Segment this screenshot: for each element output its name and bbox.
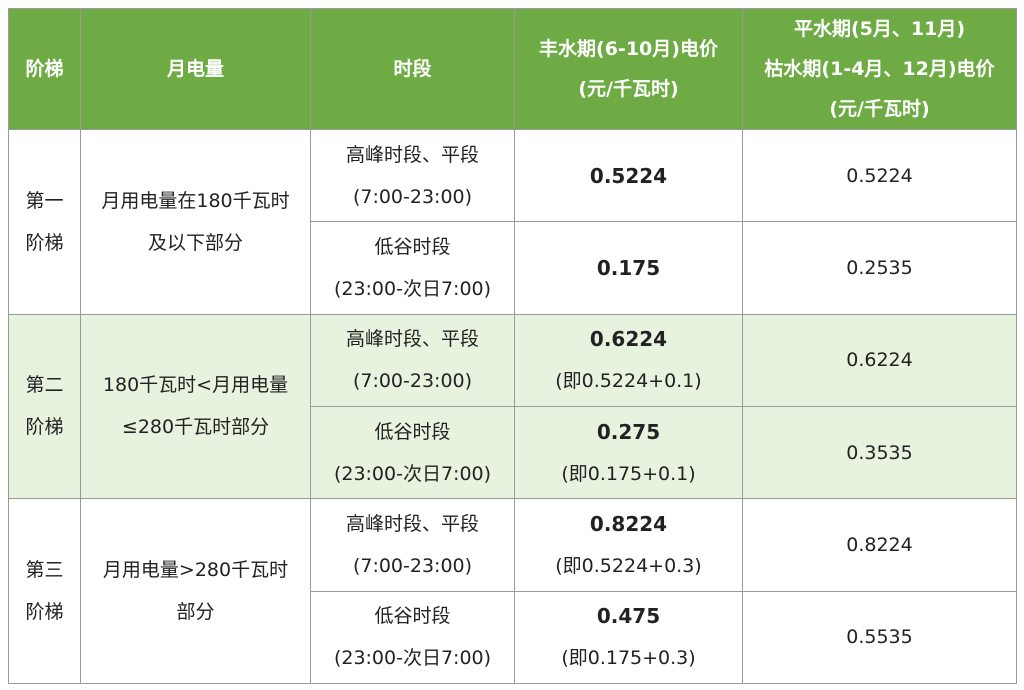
- table-row: 第二 阶梯 180千瓦时<月用电量 ≤280千瓦时部分 高峰时段、平段 (7:0…: [8, 313, 1017, 500]
- wet-price-cell: 0.8224 (即0.5224+0.3): [514, 498, 743, 592]
- other-price-cell: 0.8224: [742, 498, 1017, 592]
- wet-price-value: 0.8224: [589, 511, 668, 536]
- period-name: 低谷时段: [374, 235, 451, 258]
- period-cell: 高峰时段、平段 (7:00-23:00): [310, 128, 515, 223]
- wet-price-formula: (即0.5224+0.3): [555, 554, 702, 577]
- period-hours: (23:00-次日7:00): [333, 277, 492, 300]
- tier-name-line: 阶梯: [25, 231, 64, 254]
- header-wet-season-price: 丰水期(6-10月)电价 (元/千瓦时): [514, 8, 743, 130]
- tier-usage-line: 月用电量在180千瓦时: [101, 189, 290, 212]
- period-hours: (7:00-23:00): [352, 185, 473, 208]
- period-cell: 低谷时段 (23:00-次日7:00): [310, 221, 515, 315]
- tier-name-cell: 第三 阶梯: [8, 498, 81, 684]
- tier-name-line: 第二: [25, 374, 64, 397]
- other-price-cell: 0.2535: [742, 221, 1017, 315]
- wet-price-value: 0.175: [596, 255, 661, 280]
- tier-usage-cell: 180千瓦时<月用电量 ≤280千瓦时部分: [80, 313, 311, 500]
- header-tier: 阶梯: [8, 8, 81, 130]
- wet-price-formula: (即0.175+0.3): [561, 647, 696, 670]
- wet-price-cell: 0.5224: [514, 128, 743, 223]
- header-period: 时段: [310, 8, 515, 130]
- header-other-season-price: 平水期(5月、11月) 枯水期(1-4月、12月)电价 (元/千瓦时): [742, 8, 1017, 130]
- tier-usage-cell: 月用电量在180千瓦时 及以下部分: [80, 129, 311, 315]
- table-row: 低谷时段 (23:00-次日7:00) 0.275 (即0.175+0.1) 0…: [9, 405, 1017, 500]
- tier-usage-cell: 月用电量>280千瓦时 部分: [80, 498, 311, 684]
- table-row: 第三 阶梯 月用电量>280千瓦时 部分 高峰时段、平段 (7:00-23:00…: [8, 498, 1017, 684]
- header-monthly-usage: 月电量: [80, 8, 311, 130]
- header-wet-season-unit: (元/千瓦时): [578, 78, 679, 100]
- wet-price-cell: 0.6224 (即0.5224+0.1): [514, 313, 743, 407]
- tier-name-line: 第一: [25, 189, 64, 212]
- tier-name-cell: 第一 阶梯: [8, 129, 81, 315]
- tier-name-line: 阶梯: [25, 416, 64, 439]
- electricity-tariff-table: 阶梯 月电量 时段 丰水期(6-10月)电价 (元/千瓦时) 平水期(5月、11…: [8, 8, 1017, 685]
- tier-name-line: 第三: [25, 559, 64, 582]
- wet-price-value: 0.275: [596, 419, 661, 444]
- header-wet-season-line: 丰水期(6-10月)电价: [539, 38, 718, 60]
- period-name: 低谷时段: [374, 420, 451, 443]
- tier-name-cell: 第二 阶梯: [8, 313, 81, 500]
- period-name: 高峰时段、平段: [345, 143, 479, 166]
- period-hours: (23:00-次日7:00): [333, 647, 492, 670]
- other-price-cell: 0.3535: [742, 405, 1017, 500]
- period-cell: 高峰时段、平段 (7:00-23:00): [310, 498, 515, 592]
- wet-price-value: 0.475: [596, 604, 661, 629]
- wet-price-value: 0.6224: [589, 327, 668, 352]
- table-row: 低谷时段 (23:00-次日7:00) 0.475 (即0.175+0.3) 0…: [9, 590, 1017, 685]
- tier-usage-line: 月用电量>280千瓦时: [102, 559, 289, 582]
- table-header-row: 阶梯 月电量 时段 丰水期(6-10月)电价 (元/千瓦时) 平水期(5月、11…: [8, 8, 1017, 130]
- wet-price-formula: (即0.5224+0.1): [555, 370, 702, 393]
- other-price-cell: 0.6224: [742, 313, 1017, 407]
- period-name: 高峰时段、平段: [345, 328, 479, 351]
- tier-usage-line: 180千瓦时<月用电量: [102, 374, 289, 397]
- wet-price-formula: (即0.175+0.1): [561, 462, 696, 485]
- header-other-season-unit: (元/千瓦时): [829, 98, 930, 120]
- wet-price-cell: 0.175: [514, 221, 743, 315]
- table-row: 低谷时段 (23:00-次日7:00) 0.175 0.2535: [9, 221, 1017, 315]
- tier-usage-line: 及以下部分: [147, 231, 243, 254]
- tier-usage-line: 部分: [176, 601, 215, 624]
- header-normal-season-line: 平水期(5月、11月): [793, 18, 966, 40]
- wet-price-value: 0.5224: [589, 163, 668, 188]
- other-price-cell: 0.5535: [742, 590, 1017, 685]
- table-row: 第一 阶梯 月用电量在180千瓦时 及以下部分 高峰时段、平段 (7:00-23…: [8, 128, 1017, 315]
- period-cell: 低谷时段 (23:00-次日7:00): [310, 590, 515, 685]
- wet-price-cell: 0.275 (即0.175+0.1): [514, 405, 743, 500]
- header-dry-season-line: 枯水期(1-4月、12月)电价: [764, 58, 995, 80]
- tier-usage-line: ≤280千瓦时部分: [121, 416, 270, 439]
- period-hours: (7:00-23:00): [352, 370, 473, 393]
- period-name: 高峰时段、平段: [345, 512, 479, 535]
- period-hours: (7:00-23:00): [352, 554, 473, 577]
- other-price-cell: 0.5224: [742, 128, 1017, 223]
- period-cell: 低谷时段 (23:00-次日7:00): [310, 405, 515, 500]
- period-name: 低谷时段: [374, 605, 451, 628]
- tier-name-line: 阶梯: [25, 601, 64, 624]
- wet-price-cell: 0.475 (即0.175+0.3): [514, 590, 743, 685]
- period-cell: 高峰时段、平段 (7:00-23:00): [310, 313, 515, 407]
- period-hours: (23:00-次日7:00): [333, 462, 492, 485]
